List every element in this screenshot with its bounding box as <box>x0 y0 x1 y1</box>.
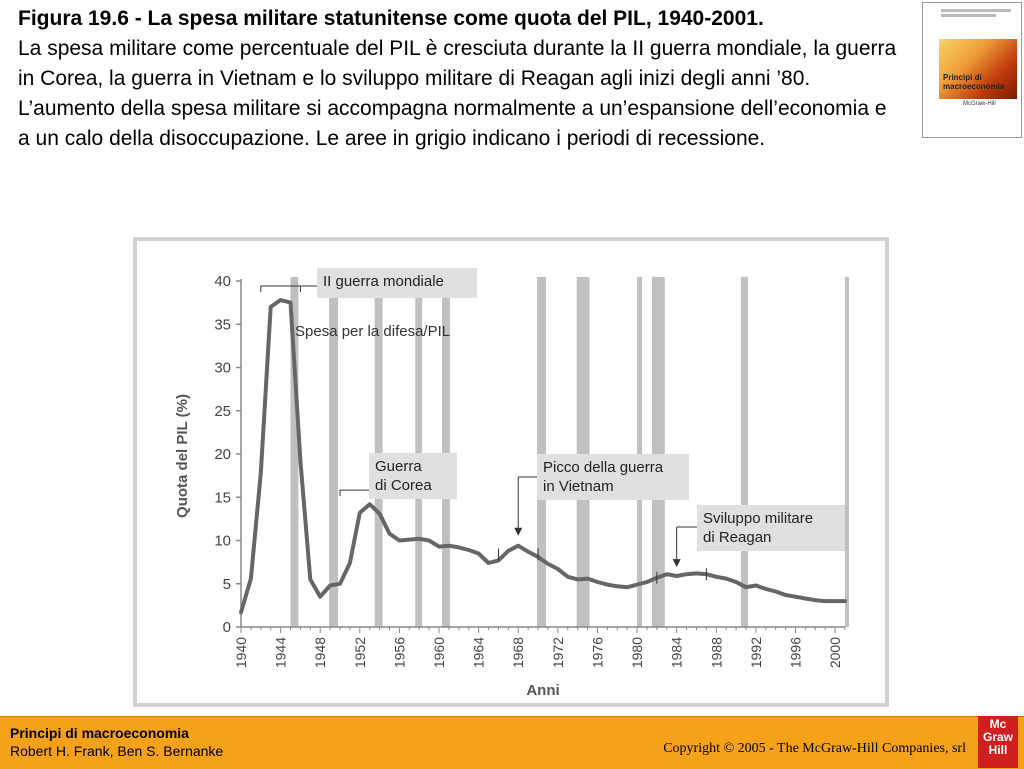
callout-ww2-text: II guerra mondiale <box>323 273 444 290</box>
callout-korea-text: di Corea <box>375 477 432 494</box>
x-tick-label: 1976 <box>589 637 605 668</box>
y-axis: 0 5 10 15 20 25 30 35 40 <box>214 273 242 636</box>
footer-authors: Robert H. Frank, Ben S. Bernanke <box>10 743 224 759</box>
y-tick-label: 0 <box>223 619 231 636</box>
callout-vietnam-text: in Vietnam <box>543 478 614 495</box>
x-tick-label: 1940 <box>233 637 249 668</box>
y-tick-label: 25 <box>214 403 231 420</box>
y-tick-label: 30 <box>214 360 231 377</box>
callout-korea-text: Guerra <box>375 458 422 475</box>
arrowhead-vietnam <box>514 527 523 536</box>
callout-korea: Guerra di Corea <box>369 453 457 499</box>
x-tick-label: 1972 <box>550 637 566 668</box>
recession-bar <box>741 277 748 627</box>
cover-author-line <box>941 14 996 17</box>
callout-vietnam-text: Picco della guerra <box>543 459 664 476</box>
callout-reagan: Sviluppo militare di Reagan <box>697 505 845 551</box>
figure-title: Figura 19.6 - La spesa militare statunit… <box>18 7 764 30</box>
callout-korea-box <box>369 453 457 499</box>
x-tick-label: 1988 <box>708 637 724 668</box>
arrowhead-reagan <box>672 559 681 568</box>
y-tick-label: 5 <box>223 576 231 593</box>
bracket-ww2 <box>260 285 301 293</box>
callout-vietnam: Picco della guerra in Vietnam <box>537 454 689 500</box>
x-tick-label: 1956 <box>391 637 407 668</box>
mcgraw-hill-logo: Mc Graw Hill <box>978 716 1018 768</box>
x-axis-label: Anni <box>526 682 559 699</box>
series-line-defense <box>239 298 847 615</box>
x-axis: 1940 1944 1948 1952 1956 1960 1964 1968 1972 1976… <box>233 626 846 668</box>
recession-bar <box>845 277 849 627</box>
figure-description: La spesa militare come percentuale del P… <box>18 37 897 150</box>
y-tick-label: 35 <box>214 316 231 333</box>
x-tick-label: 1984 <box>669 637 685 668</box>
x-tick-label: 1948 <box>312 637 328 668</box>
x-tick-label: 1980 <box>629 637 645 668</box>
annotations: II guerra mondiale Spesa per la difesa/PI… <box>260 268 845 584</box>
cover-author-line <box>941 9 1011 12</box>
callout-ww2-box <box>317 268 477 298</box>
footer-bar: Principi di macroeconomia Robert H. Fran… <box>0 716 1024 769</box>
recession-bar <box>637 277 643 627</box>
callout-vietnam-box <box>537 454 689 500</box>
x-tick-label: 1944 <box>273 637 289 668</box>
book-cover-image: Principi di macroeconomia McGraw-Hill <box>922 2 1022 138</box>
footer-book-title: Principi di macroeconomia <box>10 725 189 741</box>
cover-title: Principi di macroeconomia <box>943 73 1005 91</box>
x-tick-label: 1952 <box>352 637 368 668</box>
y-tick-label: 40 <box>214 273 231 290</box>
recession-bar <box>537 277 546 627</box>
recession-bar <box>442 277 450 627</box>
slide-title-block: Figura 19.6 - La spesa militare statunit… <box>18 4 898 154</box>
chart-frame: 0 5 10 15 20 25 30 35 40 1940 1944 1948 1952 1956 196… <box>133 237 889 707</box>
recession-bar <box>329 277 339 627</box>
callout-reagan-text: Sviluppo militare <box>703 510 813 527</box>
recession-bars <box>290 277 849 627</box>
recession-bar <box>374 277 383 627</box>
series-label-text: Spesa per la difesa/PIL <box>295 323 450 340</box>
defense-spending-chart: 0 5 10 15 20 25 30 35 40 1940 1944 1948 1952 1956 196… <box>174 268 849 699</box>
x-tick-label: 1996 <box>787 637 803 668</box>
footer-copyright: Copyright © 2005 - The McGraw-Hill Compa… <box>663 741 966 756</box>
callout-reagan-text: di Reagan <box>703 529 771 546</box>
x-tick-label: 1992 <box>748 637 764 668</box>
y-tick-label: 20 <box>214 446 231 463</box>
cover-artwork <box>939 39 1017 99</box>
x-tick-label: 1968 <box>510 637 526 668</box>
x-tick-label: 1964 <box>471 637 487 668</box>
cover-publisher: McGraw-Hill <box>963 101 996 107</box>
recession-bar <box>651 277 665 627</box>
recession-bar <box>290 277 299 627</box>
footer-book-info: Principi di macroeconomia Robert H. Fran… <box>10 724 223 760</box>
y-axis-label: Quota del PIL (%) <box>174 394 191 518</box>
x-tick-label: 2000 <box>827 637 843 668</box>
recession-bar <box>576 277 590 627</box>
recession-bar <box>415 277 423 627</box>
y-tick-label: 10 <box>214 533 231 550</box>
bracket-korea <box>339 489 371 497</box>
callout-reagan-box <box>697 505 845 551</box>
y-tick-label: 15 <box>214 489 231 506</box>
callout-ww2: II guerra mondiale <box>317 268 477 298</box>
x-tick-label: 1960 <box>431 637 447 668</box>
